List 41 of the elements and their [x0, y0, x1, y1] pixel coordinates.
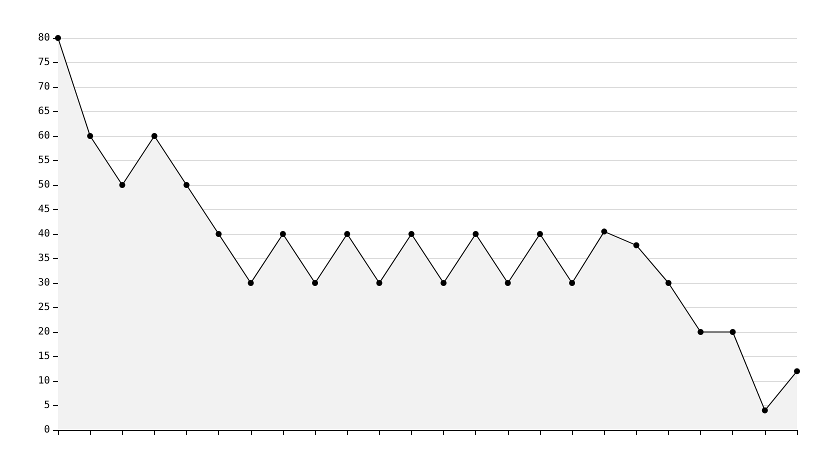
point — [665, 280, 672, 286]
point — [184, 182, 190, 188]
y-tick-label: 60 — [38, 130, 50, 142]
point — [601, 228, 608, 235]
y-tick-label: 25 — [38, 302, 50, 313]
point — [151, 133, 158, 139]
point — [569, 280, 576, 286]
point — [440, 280, 447, 286]
point — [536, 231, 543, 237]
y-tick-label: 45 — [38, 204, 50, 215]
y-tick-label: 75 — [38, 57, 50, 68]
point — [376, 280, 382, 286]
point — [248, 280, 254, 286]
point — [472, 231, 479, 237]
y-tick-label: 10 — [38, 376, 50, 386]
point — [280, 231, 286, 237]
y-tick-label: 20 — [38, 326, 50, 338]
y-tick-label: 15 — [38, 351, 50, 362]
point — [698, 329, 704, 335]
point — [119, 182, 126, 188]
y-tick-label: 70 — [38, 82, 50, 92]
y-tick-label: 35 — [38, 253, 50, 264]
point — [730, 329, 736, 335]
y-tick-label: 50 — [38, 180, 50, 190]
y-tick-label: 80 — [38, 32, 50, 44]
y-tick-label: 55 — [38, 155, 50, 166]
point — [216, 231, 222, 237]
y-tick-label: 30 — [38, 278, 50, 288]
point — [794, 368, 800, 374]
point — [762, 407, 768, 414]
point — [633, 242, 640, 248]
y-tick-label: 5 — [44, 400, 50, 411]
y-tick-label: 40 — [38, 228, 50, 240]
y-tick-label: 0 — [44, 424, 50, 436]
point — [312, 280, 318, 286]
point — [344, 231, 350, 237]
point — [55, 35, 61, 41]
point — [408, 231, 414, 237]
y-tick-label: 65 — [38, 106, 50, 117]
point — [87, 133, 94, 139]
point — [504, 280, 511, 286]
